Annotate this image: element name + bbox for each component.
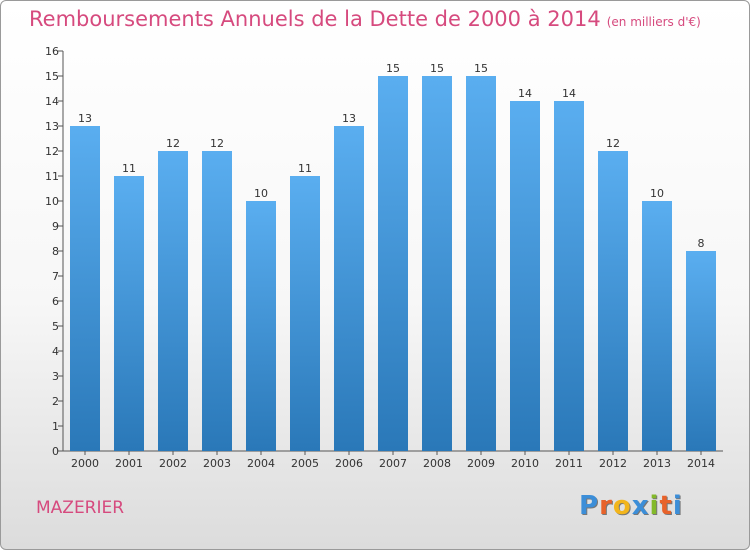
data-label-2006: 13 <box>342 112 356 125</box>
y-tick-label: 10 <box>45 195 59 208</box>
x-tick-label: 2013 <box>643 457 671 470</box>
bar-2004 <box>246 201 276 451</box>
x-tick-label: 2010 <box>511 457 539 470</box>
bar-2011 <box>554 101 584 451</box>
bar-2012 <box>598 151 628 451</box>
y-tick-label: 2 <box>52 395 59 408</box>
data-label-2001: 11 <box>122 162 136 175</box>
x-tick-label: 2009 <box>467 457 495 470</box>
data-label-2000: 13 <box>78 112 92 125</box>
x-tick-label: 2004 <box>247 457 275 470</box>
logo-letter: o <box>612 491 632 521</box>
logo-letter: x <box>631 491 650 521</box>
bar-2008 <box>422 76 452 451</box>
bar-2010 <box>510 101 540 451</box>
y-tick-label: 6 <box>52 295 59 308</box>
logo-letter: P <box>579 491 600 521</box>
y-tick-label: 7 <box>52 270 59 283</box>
data-label-2008: 15 <box>430 62 444 75</box>
x-tick-label: 2011 <box>555 457 583 470</box>
y-tick-label: 9 <box>52 220 59 233</box>
y-tick-label: 15 <box>45 70 59 83</box>
data-label-2012: 12 <box>606 137 620 150</box>
commune-name: MAZERIER <box>36 498 125 518</box>
y-tick-label: 3 <box>52 370 59 383</box>
data-label-2009: 15 <box>474 62 488 75</box>
chart-title: Remboursements Annuels de la Dette de 20… <box>29 7 701 31</box>
data-label-2002: 12 <box>166 137 180 150</box>
y-tick-label: 4 <box>52 345 59 358</box>
y-tick-label: 12 <box>45 145 59 158</box>
data-label-2011: 14 <box>562 87 576 100</box>
data-label-2013: 10 <box>650 187 664 200</box>
x-tick-label: 2000 <box>71 457 99 470</box>
data-label-2010: 14 <box>518 87 532 100</box>
data-label-2007: 15 <box>386 62 400 75</box>
chart-title-text: Remboursements Annuels de la Dette de 20… <box>29 7 601 31</box>
bar-2007 <box>378 76 408 451</box>
y-tick-label: 11 <box>45 170 59 183</box>
x-tick-label: 2005 <box>291 457 319 470</box>
logo-letter: t <box>659 491 673 521</box>
y-tick-label: 13 <box>45 120 59 133</box>
bar-2006 <box>334 126 364 451</box>
bar-2013 <box>642 201 672 451</box>
bar-2009 <box>466 76 496 451</box>
x-tick-label: 2002 <box>159 457 187 470</box>
y-tick-label: 14 <box>45 95 59 108</box>
data-label-2003: 12 <box>210 137 224 150</box>
x-tick-label: 2014 <box>687 457 715 470</box>
logo-letter: i <box>672 491 683 521</box>
x-tick-label: 2012 <box>599 457 627 470</box>
logo-letter: i <box>649 491 660 521</box>
y-tick-label: 0 <box>52 445 59 458</box>
y-tick-label: 16 <box>45 45 59 58</box>
data-label-2014: 8 <box>698 237 705 250</box>
x-tick-label: 2008 <box>423 457 451 470</box>
bar-2014 <box>686 251 716 451</box>
bar-2003 <box>202 151 232 451</box>
data-label-2005: 11 <box>298 162 312 175</box>
chart-unit: (en milliers d'€) <box>606 15 701 29</box>
x-tick-label: 2003 <box>203 457 231 470</box>
y-tick-label: 1 <box>52 420 59 433</box>
y-tick-label: 5 <box>52 320 59 333</box>
x-tick-label: 2001 <box>115 457 143 470</box>
proxiti-logo[interactable]: Proxiti <box>579 491 683 521</box>
bar-2001 <box>114 176 144 451</box>
bar-2005 <box>290 176 320 451</box>
bar-2000 <box>70 126 100 451</box>
bar-2002 <box>158 151 188 451</box>
logo-letter: r <box>599 491 613 521</box>
y-tick-label: 8 <box>52 245 59 258</box>
x-tick-label: 2007 <box>379 457 407 470</box>
data-label-2004: 10 <box>254 187 268 200</box>
x-tick-label: 2006 <box>335 457 363 470</box>
